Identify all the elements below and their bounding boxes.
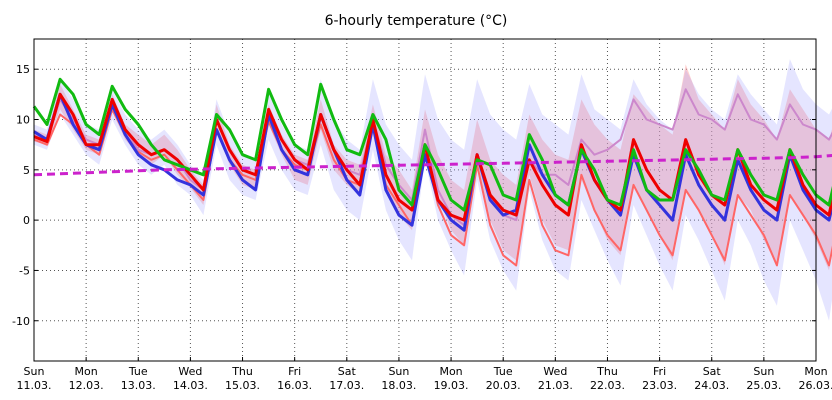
x-tick-date: 24.03.	[694, 379, 729, 392]
x-tick-date: 23.03.	[642, 379, 677, 392]
y-tick-label: 15	[16, 63, 30, 76]
plot-frame	[33, 38, 817, 362]
x-tick-date: 15.03.	[225, 379, 260, 392]
x-tick-day: Sun	[388, 365, 409, 378]
x-tick-date: 22.03.	[590, 379, 625, 392]
x-tick-day: Thu	[231, 365, 253, 378]
series-line-1	[33, 108, 832, 267]
x-tick-date: 18.03.	[381, 379, 416, 392]
x-tick-day: Sat	[703, 365, 722, 378]
series-line-6	[33, 153, 832, 177]
x-tick-day: Mon	[75, 365, 98, 378]
x-tick-date: 13.03.	[121, 379, 156, 392]
y-axis: -10 -5 0 5 10 15	[12, 63, 816, 328]
y-tick-label: 10	[16, 114, 30, 127]
y-tick-label: 0	[23, 214, 30, 227]
x-tick-day: Fri	[653, 365, 666, 378]
x-tick-day: Sun	[24, 365, 45, 378]
x-tick-day: Wed	[178, 365, 202, 378]
x-tick-day: Mon	[439, 365, 462, 378]
x-tick-day: Mon	[804, 365, 827, 378]
x-tick-day: Fri	[288, 365, 301, 378]
x-tick-date: 14.03.	[173, 379, 208, 392]
y-tick-label: 5	[23, 164, 30, 177]
spread-band-2	[34, 59, 832, 321]
series-line-5	[32, 77, 832, 212]
x-tick-day: Tue	[493, 365, 513, 378]
x-tick-date: 16.03.	[277, 379, 312, 392]
x-tick-day: Sun	[753, 365, 774, 378]
y-tick-label: -5	[19, 264, 30, 277]
x-tick-day: Thu	[596, 365, 618, 378]
x-tick-day: Tue	[128, 365, 148, 378]
series-lines	[32, 77, 832, 267]
chart-title: 6-hourly temperature (°C)	[325, 13, 508, 29]
x-tick-date: 11.03.	[17, 379, 52, 392]
x-tick-date: 19.03.	[434, 379, 469, 392]
x-tick-day: Sat	[338, 365, 357, 378]
x-tick-date: 25.03.	[746, 379, 781, 392]
x-tick-date: 21.03.	[538, 379, 573, 392]
y-tick-label: -10	[12, 315, 30, 328]
spread-bands	[34, 59, 832, 321]
x-tick-date: 20.03.	[486, 379, 521, 392]
x-tick-day: Wed	[543, 365, 567, 378]
x-axis: Sun11.03.Mon12.03.Tue13.03.Wed14.03.Thu1…	[17, 357, 832, 392]
x-tick-date: 17.03.	[329, 379, 364, 392]
x-tick-date: 26.03.	[799, 379, 832, 392]
x-tick-date: 12.03.	[69, 379, 104, 392]
